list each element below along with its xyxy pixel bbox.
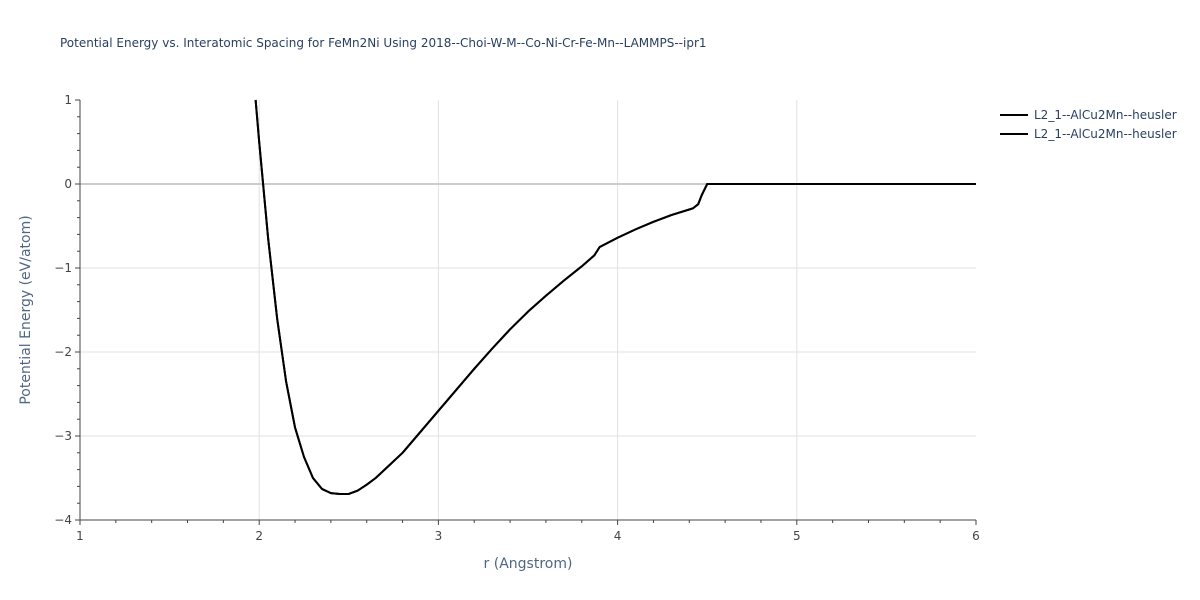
series-line-1 xyxy=(254,99,976,495)
y-axis-title: Potential Energy (eV/atom) xyxy=(18,215,34,404)
y-tick-label: −1 xyxy=(54,261,72,275)
legend-label: L2_1--AlCu2Mn--heusler xyxy=(1034,127,1177,141)
y-tick-label: −3 xyxy=(54,429,72,443)
y-tick-label: 0 xyxy=(64,177,72,191)
chart-title: Potential Energy vs. Interatomic Spacing… xyxy=(60,36,707,50)
x-tick-label: 1 xyxy=(76,529,84,543)
plot-area xyxy=(254,99,976,495)
x-tick-label: 2 xyxy=(255,529,263,543)
x-axis-title: r (Angstrom) xyxy=(484,556,573,572)
x-tick-label: 6 xyxy=(972,529,980,543)
grid xyxy=(80,100,976,520)
axes: 1 2 3 4 5 6 1 0 −1 −2 −3 −4 xyxy=(54,93,980,543)
legend-label: L2_1--AlCu2Mn--heusler xyxy=(1034,108,1177,122)
y-tick-label: 1 xyxy=(64,93,72,107)
y-tick-label: −4 xyxy=(54,513,72,527)
x-tick-label: 5 xyxy=(793,529,801,543)
legend: L2_1--AlCu2Mn--heusler L2_1--AlCu2Mn--heu… xyxy=(1000,108,1177,141)
series-line-2 xyxy=(254,99,976,495)
y-tick-label: −2 xyxy=(54,345,72,359)
x-tick-label: 4 xyxy=(614,529,622,543)
x-tick-label: 3 xyxy=(435,529,443,543)
